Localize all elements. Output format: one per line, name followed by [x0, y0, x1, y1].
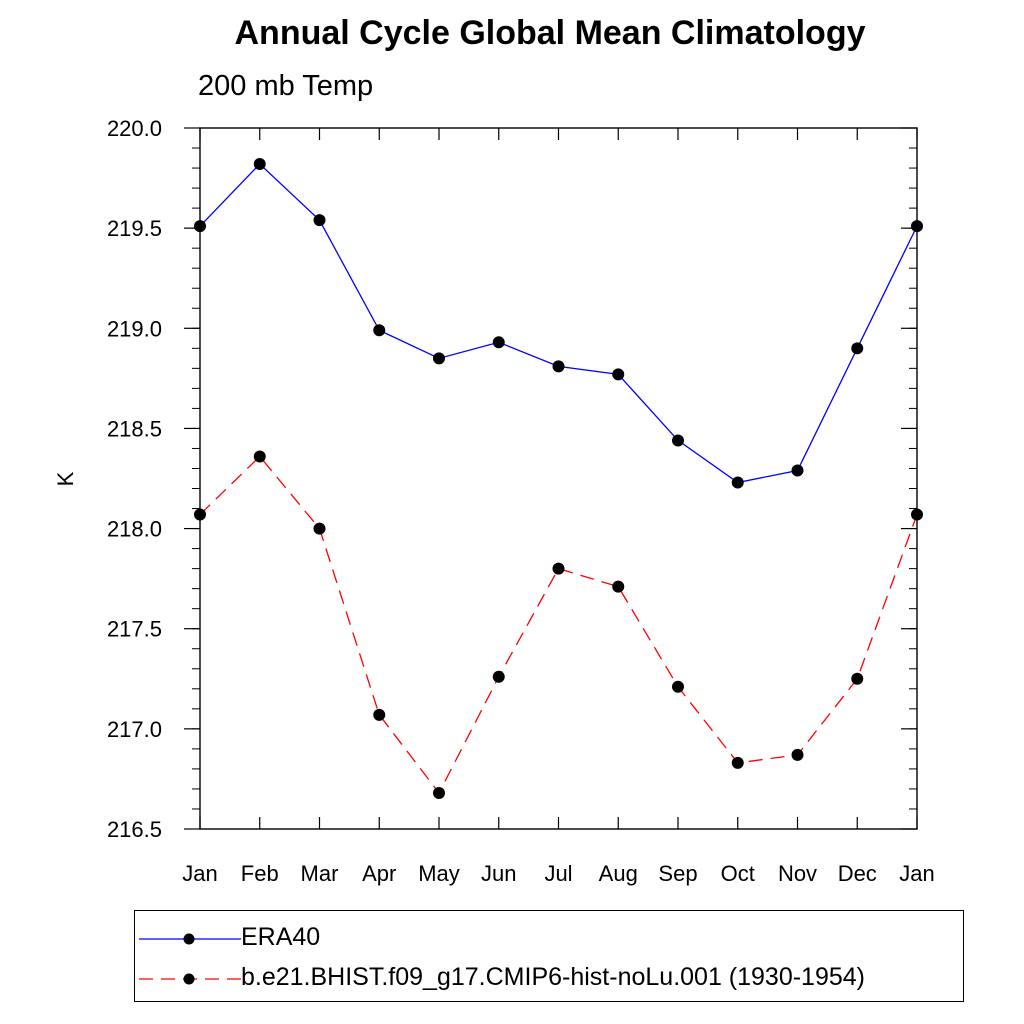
legend-label-era40: ERA40 [241, 923, 321, 951]
chart-title: Annual Cycle Global Mean Climatology [234, 14, 866, 52]
series-1-point [791, 748, 804, 761]
series-0-point [911, 220, 923, 233]
series-0-point [433, 352, 445, 365]
x-tick-label: Sep [658, 861, 697, 886]
y-tick-label: 217.5 [107, 617, 162, 642]
x-tick-labels: Jan Feb Mar Apr May Jun Jul Aug Sep Oct Nov Dec Jan [182, 861, 934, 886]
series-1-point [731, 756, 744, 769]
y-tick-labels: 216.5 217.0 217.5 218.0 218.5 219.0 219.5 220.0 [107, 116, 162, 842]
x-tick-label: Dec [838, 861, 877, 886]
y-tick-label: 220.0 [107, 116, 162, 141]
series-0-point [612, 368, 625, 381]
y-tick-label: 218.5 [107, 416, 162, 441]
x-tick-label: Jan [899, 861, 934, 886]
series-0-point [194, 220, 206, 233]
x-tick-label: Feb [241, 861, 279, 886]
axis-ticks [184, 127, 918, 830]
series-0-point [672, 434, 684, 447]
series-1-point [253, 450, 266, 463]
y-tick-label: 219.0 [107, 316, 162, 341]
series-1-point [672, 680, 684, 693]
series-line-1 [199, 455, 918, 795]
plot-frame [199, 127, 918, 830]
y-tick-label: 218.0 [107, 517, 162, 542]
x-tick-label: May [418, 861, 460, 886]
x-tick-label: Jan [182, 861, 217, 886]
series-1-point [433, 786, 445, 799]
series-line-0 [199, 163, 918, 484]
x-tick-label: Jul [544, 861, 572, 886]
series-0-point [373, 324, 386, 337]
series-1-point [612, 580, 625, 593]
series-1-point [373, 708, 386, 721]
series-1-point [194, 508, 206, 521]
legend-label-model: b.e21.BHIST.f09_g17.CMIP6-hist-noLu.001 … [241, 963, 865, 991]
x-tick-label: Apr [362, 861, 396, 886]
legend-item-model: b.e21.BHIST.f09_g17.CMIP6-hist-noLu.001 … [135, 959, 963, 999]
series-1-point [851, 672, 864, 685]
series-0-point [253, 158, 266, 171]
chart-subtitle: 200 mb Temp [198, 70, 374, 102]
x-tick-label: Nov [778, 861, 817, 886]
series-1-point [492, 670, 505, 683]
x-tick-label: Mar [301, 861, 339, 886]
series-0-point [552, 360, 565, 373]
series-0-point [731, 476, 744, 489]
series-0-point [791, 464, 804, 477]
x-tick-label: Oct [721, 861, 755, 886]
series-0-point [313, 214, 326, 227]
y-tick-label: 216.5 [107, 817, 162, 842]
y-axis-label: K [53, 471, 78, 486]
series-0-point [492, 336, 505, 349]
legend-item-era40: ERA40 [135, 919, 963, 959]
series-0-point [851, 342, 864, 355]
chart-plot: Jan Feb Mar Apr May Jun Jul Aug Sep Oct Nov Dec Jan … [53, 116, 935, 886]
y-tick-label: 217.0 [107, 717, 162, 742]
series-1-point [313, 522, 326, 535]
series-1-point [552, 562, 565, 575]
legend: ERA40 b.e21.BHIST.f09_g17.CMIP6-hist-noL… [134, 910, 964, 1002]
x-tick-label: Aug [599, 861, 638, 886]
y-tick-label: 219.5 [107, 216, 162, 241]
x-tick-label: Jun [481, 861, 516, 886]
series-layer [194, 158, 923, 799]
series-1-point [911, 508, 923, 521]
